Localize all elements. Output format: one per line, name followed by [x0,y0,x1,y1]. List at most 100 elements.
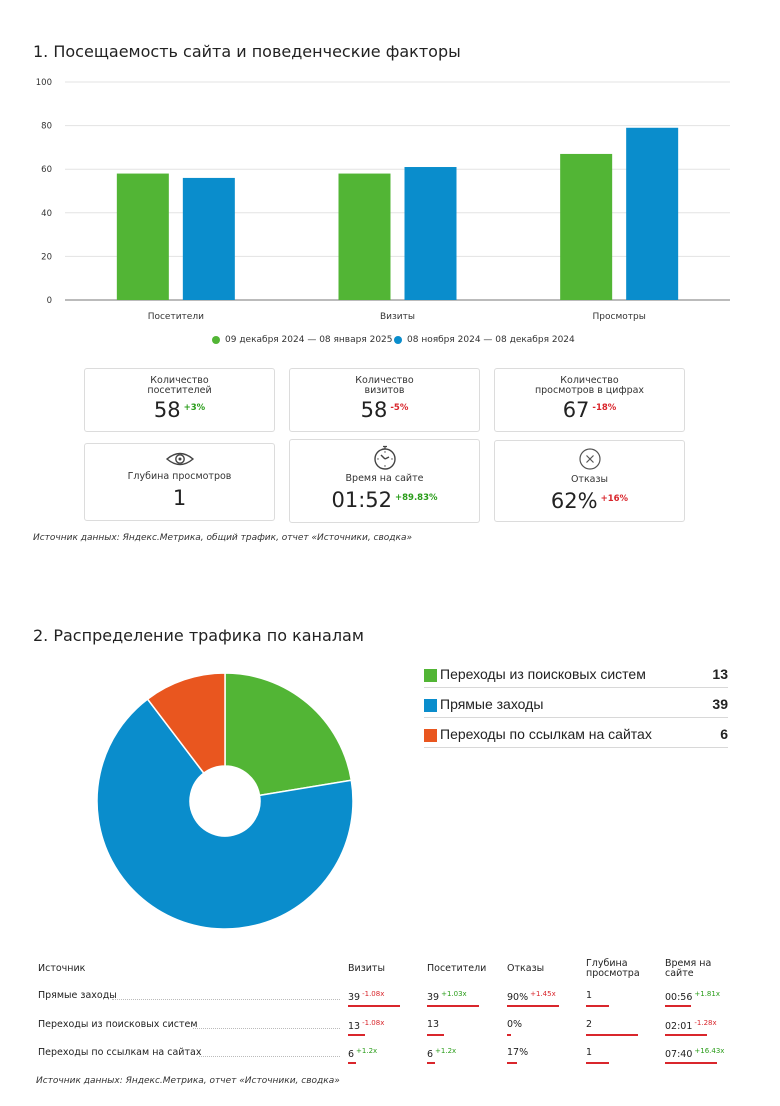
table-cell-depth: 2 [586,1019,593,1030]
value-bar [665,1062,717,1064]
pie-slice [96,698,354,930]
bar [626,127,679,300]
kpi-change: +89.83% [395,493,438,503]
change-badge: +16.43x [694,1047,725,1055]
legend-label-previous: 08 ноября 2024 — 08 декабря 2024 [407,335,575,345]
legend-swatch-blue [424,699,437,712]
table-cell-source: Переходы из поисковых систем [38,1019,198,1030]
table-cell-visits: 13 -1.08x [348,1019,385,1032]
kpi-label: Время на сайте [345,473,424,484]
kpi-value-row: 58 -5% [290,398,479,422]
kpi-value-row: 67 -18% [495,398,684,422]
value-bar [348,1034,366,1036]
bar [116,173,169,300]
pie-legend-label: Переходы из поисковых систем [440,666,646,682]
kpi-change: +16% [600,494,629,504]
kpi-value: 01:52 [331,488,392,512]
value-bar [427,1062,435,1064]
table-cell-bounce: 0% [507,1019,523,1030]
legend-item-previous: 08 ноября 2024 — 08 декабря 2024 [394,335,575,345]
dotted-leader [193,1028,340,1029]
value-bar [665,1034,707,1036]
table-cell-visits: 6 +1.2x [348,1047,378,1060]
col-header-bounce: Отказы [507,963,545,974]
kpi-value: 58 [153,398,181,422]
value-bar [507,1062,518,1064]
kpi-label: Отказы [570,474,609,485]
x-tick-label: Визиты [380,312,415,322]
kpi-value: 1 [172,486,187,510]
change-badge: -1.28x [694,1019,717,1027]
pie-legend-label: Переходы по ссылкам на сайтах [440,726,652,742]
bar [560,153,613,300]
table-cell-source: Переходы по ссылкам на сайтах [38,1047,202,1058]
kpi-card-depth: Глубина просмотров 1 [84,443,275,521]
table-cell-visitors: 39 +1.03x [427,990,467,1003]
table-cell-visitors: 6 +1.2x [427,1047,457,1060]
pie-legend-value: 39 [712,696,728,712]
pie-slice [146,672,226,775]
y-tick-label: 80 [41,122,52,132]
table-cell-time: 02:01 -1.28x [665,1019,717,1032]
kpi-card-time: Время на сайте 01:52 +89.83% [289,439,480,523]
table-cell-time: 00:56 +1.81x [665,990,720,1003]
x-tick-label: Просмотры [593,312,646,322]
col-header-visitors: Посетители [427,963,487,974]
y-tick-label: 0 [47,296,52,306]
change-badge: +1.03x [441,990,467,998]
bar-chart: 0 20 40 60 80 100 Посетители Визиты Просмотры [36,78,730,322]
y-tick-label: 40 [41,209,52,219]
kpi-card-visits: Количество визитов 58 -5% [289,368,480,432]
legend-swatch-green [424,669,437,682]
change-badge: -1.08x [362,990,385,998]
dotted-leader [112,999,340,1000]
kpi-label: Количество посетителей [147,375,212,396]
value-bar [427,1034,445,1036]
bar [182,177,235,300]
section1-title: 1. Посещаемость сайта и поведенческие фа… [33,42,461,61]
pie-legend-item-links: Переходы по ссылкам на сайтах 6 [424,726,728,748]
value-bar [507,1034,511,1036]
kpi-change: +3% [183,403,206,413]
col-header-depth: Глубина просмотра [586,958,640,979]
y-tick-label: 20 [41,252,52,262]
clock-icon [373,445,396,470]
change-badge: -1.08x [362,1019,385,1027]
kpi-value: 58 [360,398,388,422]
value-bar [348,1062,356,1064]
legend-label-current: 09 декабря 2024 — 08 января 2025 [225,335,393,345]
change-badge: +1.2x [435,1047,457,1055]
eye-icon [165,452,194,466]
kpi-label: Количество визитов [355,375,414,396]
pie-legend-label: Прямые заходы [440,696,544,712]
table-cell-time: 07:40 +16.43x [665,1047,725,1060]
source-note-1: Источник данных: Яндекс.Метрика, общий т… [33,533,413,543]
kpi-card-visitors: Количество посетителей 58 +3% [84,368,275,432]
kpi-card-pageviews: Количество просмотров в цифрах 67 -18% [494,368,685,432]
dotted-leader [198,1056,340,1057]
bar [404,167,457,300]
source-note-2: Источник данных: Яндекс.Метрика, отчет «… [36,1076,340,1086]
table-cell-visits: 39 -1.08x [348,990,385,1003]
kpi-value: 67 [562,398,590,422]
legend-dot-green [212,336,220,344]
table-cell-visitors: 13 [427,1019,440,1030]
value-bar [665,1005,691,1007]
kpi-change: -18% [592,403,617,413]
pie-legend-item-search: Переходы из поисковых систем 13 [424,666,728,688]
value-bar [427,1005,479,1007]
col-header-source: Источник [38,963,86,974]
kpi-value-row: 58 +3% [85,398,274,422]
legend-item-current: 09 декабря 2024 — 08 января 2025 [212,335,393,345]
kpi-label: Глубина просмотров [127,471,232,482]
value-bar [586,1005,610,1007]
value-bar [348,1005,400,1007]
x-tick-label: Посетители [148,312,204,322]
kpi-label: Количество просмотров в цифрах [534,375,645,396]
change-badge: +1.45x [530,990,556,998]
pie-legend-item-direct: Прямые заходы 39 [424,696,728,718]
kpi-value: 62% [550,489,598,513]
pie-legend-value: 6 [720,726,728,742]
legend-swatch-orange [424,729,437,742]
section2-title: 2. Распределение трафика по каналам [33,626,364,645]
